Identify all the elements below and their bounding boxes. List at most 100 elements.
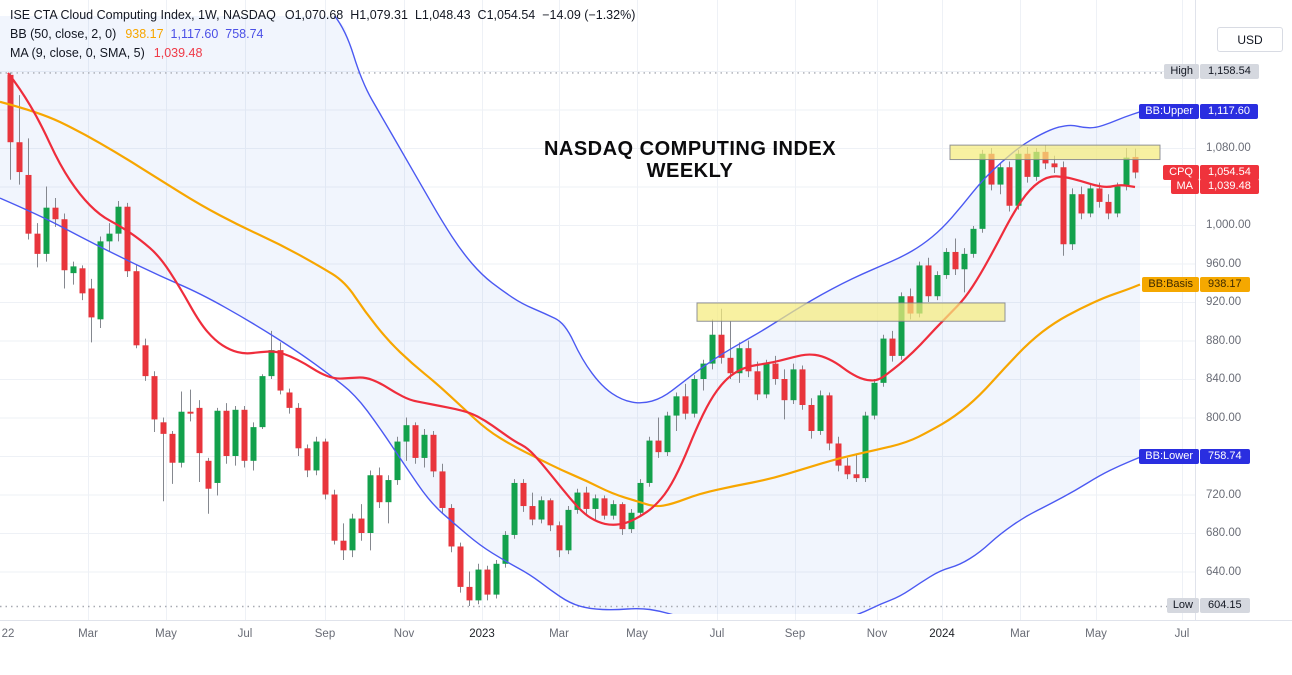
candle[interactable] [610,500,617,520]
candle[interactable] [538,496,545,524]
candle[interactable] [43,186,50,262]
candle[interactable] [1006,161,1013,212]
currency-button[interactable]: USD [1217,27,1283,52]
ma-indicator-row[interactable]: MA (9, close, 0, SMA, 5) 1,039.48 [10,44,635,63]
candle[interactable] [646,436,653,487]
candle[interactable] [934,271,941,301]
candle[interactable] [430,430,437,478]
candle[interactable] [556,521,563,558]
candle[interactable] [178,391,185,468]
candle[interactable] [529,492,536,526]
candle[interactable] [394,436,401,485]
support-zone[interactable] [696,302,1006,322]
candle[interactable] [358,504,365,541]
candle[interactable] [133,265,140,349]
candle[interactable] [16,95,23,185]
candle[interactable] [493,559,500,599]
candle[interactable] [844,457,851,480]
candle[interactable] [160,417,167,502]
candle[interactable] [313,436,320,476]
candle[interactable] [241,405,248,468]
candle[interactable] [961,248,968,293]
candle[interactable] [187,389,194,422]
candle[interactable] [295,403,302,456]
candle[interactable] [268,330,275,379]
candle[interactable] [340,523,347,560]
candle[interactable] [259,374,266,430]
candle[interactable] [448,504,455,553]
candle[interactable] [583,486,590,514]
candle[interactable] [286,388,293,414]
candle[interactable] [943,248,950,279]
candle[interactable] [1105,194,1112,220]
candle[interactable] [457,542,464,593]
candle[interactable] [1069,188,1076,251]
candle[interactable] [349,513,356,558]
candle[interactable] [34,223,41,268]
candle[interactable] [889,330,896,362]
candle[interactable] [97,236,104,328]
candle[interactable] [736,342,743,383]
candle[interactable] [142,338,149,381]
candle[interactable] [106,223,113,252]
candle[interactable] [547,498,554,532]
candle[interactable] [799,365,806,410]
candle[interactable] [565,506,572,555]
candle[interactable] [385,475,392,524]
candle[interactable] [250,422,257,471]
candle[interactable] [655,417,662,458]
candle[interactable] [223,403,230,464]
candle[interactable] [790,363,797,405]
candle[interactable] [637,479,644,516]
candle[interactable] [277,342,284,395]
price-axis[interactable]: 1,080.00 1,000.00 960.00 920.00 880.00 840.00… [1139,0,1292,620]
candle[interactable] [574,488,581,514]
candle[interactable] [754,361,761,401]
candle[interactable] [781,369,788,420]
candle[interactable] [322,438,329,500]
candle[interactable] [304,444,311,478]
resistance-zone[interactable] [949,144,1161,161]
price-chart[interactable] [0,0,1195,620]
candle[interactable] [1060,161,1067,256]
candle[interactable] [997,163,1004,195]
candle[interactable] [232,405,239,466]
candle[interactable] [817,390,824,435]
candle[interactable] [1078,186,1085,220]
candle[interactable] [115,200,122,242]
candle[interactable] [1087,184,1094,218]
candle[interactable] [826,392,833,451]
candle[interactable] [853,454,860,482]
candle[interactable] [196,400,203,482]
candle[interactable] [862,411,869,482]
candle[interactable] [52,198,59,227]
candle[interactable] [952,238,959,276]
candle[interactable] [484,565,491,601]
candle[interactable] [367,470,374,551]
candle[interactable] [682,383,689,420]
candle[interactable] [763,359,770,399]
time-axis[interactable]: 22 Mar May Jul Sep Nov 2023 Mar May Jul Sep Nov 2024… [0,620,1292,675]
candle[interactable] [664,411,671,456]
candle[interactable] [466,571,473,607]
candle[interactable] [376,467,383,508]
candle[interactable] [592,494,599,522]
candle[interactable] [214,407,221,496]
candle[interactable] [691,375,698,418]
candle[interactable] [808,398,815,439]
candle[interactable] [7,72,14,180]
candle[interactable] [475,563,482,605]
candle[interactable] [421,429,428,468]
candle[interactable] [979,149,986,233]
candle[interactable] [880,334,887,387]
chart-annotation[interactable]: NASDAQ COMPUTING INDEX WEEKLY [544,138,836,182]
candle[interactable] [673,392,680,431]
candle[interactable] [412,422,419,464]
candle[interactable] [727,321,734,379]
candle[interactable] [835,436,842,472]
candle[interactable] [169,430,176,484]
bb-indicator-row[interactable]: BB (50, close, 2, 0) 938.17 1,117.60 758… [10,25,635,44]
candle[interactable] [205,457,212,514]
candle[interactable] [700,359,707,391]
candle[interactable] [970,225,977,258]
